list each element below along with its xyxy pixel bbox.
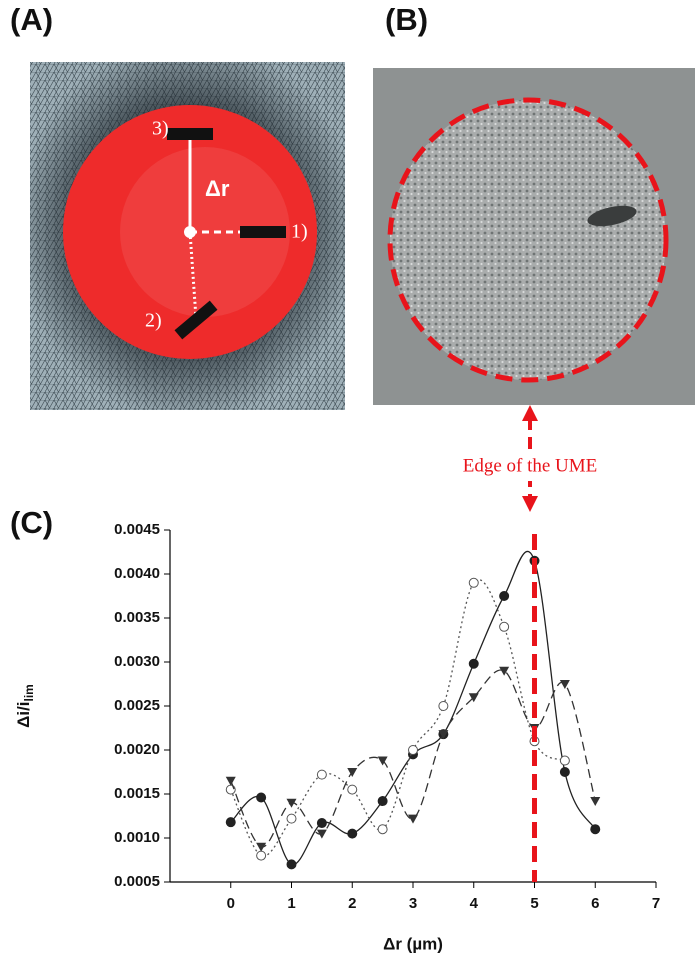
y-tick-label: 0.0045 — [114, 521, 160, 538]
marker — [347, 768, 358, 777]
marker — [499, 591, 510, 601]
marker — [559, 755, 570, 766]
x-tick-label: 5 — [530, 895, 538, 912]
marker — [499, 621, 510, 632]
y-tick-label: 0.0005 — [114, 873, 160, 890]
marker — [256, 850, 267, 861]
marker — [225, 817, 236, 828]
marker — [468, 693, 479, 703]
x-tick-label: 7 — [652, 895, 660, 912]
marker — [286, 798, 297, 808]
marker — [499, 666, 510, 676]
marker — [316, 769, 327, 780]
marker — [590, 824, 601, 835]
plot: 0.0005 0.0010 0.0015 0.0020 0.0025 0.0030 0.00… — [114, 521, 660, 912]
y-tick-label: 0.0025 — [114, 697, 160, 714]
y-axis-title: Δi/ilim — [14, 684, 36, 728]
marker — [225, 784, 236, 795]
y-tick-label: 0.0020 — [114, 741, 160, 758]
marker — [316, 818, 327, 829]
y-tick-label: 0.0015 — [114, 785, 160, 802]
marker — [347, 828, 358, 839]
point-label: 1) — [291, 221, 308, 243]
y-tick-label: 0.0030 — [114, 653, 160, 670]
marker — [438, 730, 449, 740]
marker — [256, 792, 267, 803]
panel-label: (B) — [385, 2, 428, 37]
x-tick-label: 1 — [287, 895, 295, 912]
panel-label: (C) — [10, 505, 53, 540]
panel-b-image — [373, 68, 695, 405]
marker — [377, 796, 388, 807]
marker — [468, 658, 479, 669]
x-tick-label: 6 — [591, 895, 599, 912]
point-label: 2) — [145, 310, 162, 332]
y-tick-label: 0.0035 — [114, 609, 160, 626]
marker — [256, 842, 267, 852]
marker — [438, 701, 449, 711]
x-tick-label: 2 — [348, 895, 356, 912]
x-axis-title: Δr (µm) — [383, 934, 443, 953]
panel-a-image — [30, 62, 345, 410]
series-line — [230, 579, 566, 857]
marker — [468, 577, 479, 588]
panel-label: (A) — [10, 2, 53, 37]
marker — [559, 680, 570, 689]
marker — [286, 813, 297, 824]
marker — [347, 784, 358, 795]
marker — [286, 859, 297, 870]
marker — [590, 797, 601, 807]
marker — [408, 814, 418, 824]
annotation: Edge of the UME — [463, 455, 598, 476]
x-tick-label: 3 — [409, 895, 417, 912]
point-label: 3) — [152, 118, 169, 140]
marker — [225, 776, 236, 786]
x-tick-label: 0 — [227, 895, 235, 912]
marker — [377, 756, 388, 766]
x-tick-label: 4 — [470, 895, 479, 912]
y-tick-label: 0.0040 — [114, 565, 160, 582]
marker — [559, 767, 570, 777]
marker — [408, 745, 418, 755]
delta-label: Δr — [205, 176, 230, 201]
marker — [377, 824, 388, 835]
y-tick-label: 0.0010 — [114, 829, 160, 846]
marker — [316, 829, 327, 839]
